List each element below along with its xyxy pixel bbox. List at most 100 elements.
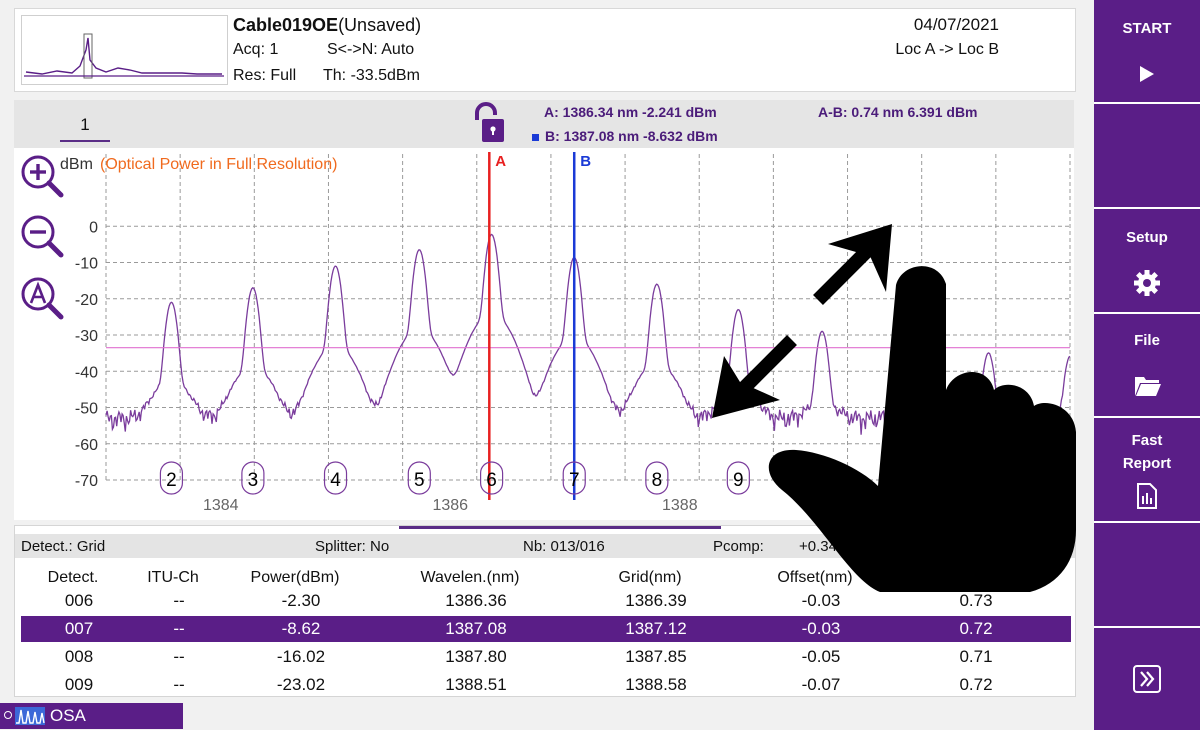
trace-tab-1[interactable]: 1: [60, 114, 110, 142]
splitter-setting: Splitter: No: [315, 538, 390, 555]
sn-setting: S<->N: Auto: [327, 41, 415, 58]
gear-icon: [1134, 270, 1160, 296]
cell-detect: 006: [64, 591, 94, 610]
col-itu-ch: ITU-Ch: [147, 569, 199, 586]
cell-power: -16.02: [276, 647, 326, 666]
cell-extra: 0.72: [959, 675, 993, 694]
start-button[interactable]: START: [1094, 0, 1200, 104]
status-indicator-icon: [4, 711, 12, 719]
channel-marker-label: 7: [569, 470, 580, 491]
cursor-a-label: A: [495, 153, 506, 170]
cursor-b-text: B: 1387.08 nm -8.632 dBm: [545, 128, 718, 144]
channel-marker: [323, 461, 348, 495]
file-button[interactable]: File: [1094, 314, 1200, 418]
blank-button-2[interactable]: [1094, 523, 1200, 628]
setup-button[interactable]: Setup: [1094, 209, 1200, 314]
table-scroll-indicator[interactable]: [399, 526, 721, 529]
channel-count: Nb: 013/016: [523, 538, 605, 555]
status-bar[interactable]: OSA: [0, 703, 183, 729]
trace-state: (Unsaved): [338, 15, 422, 35]
cursor-b-readout: B: 1387.08 nm -8.632 dBm: [532, 128, 718, 144]
cursor-a-readout: A: 1386.34 nm -2.241 dBm: [544, 104, 717, 120]
zoom-in-icon[interactable]: [18, 152, 66, 200]
y-axis-label: dBm: [60, 156, 93, 173]
cell-extra: 0.73: [959, 591, 993, 610]
table-row[interactable]: 008 -- -16.02 1387.80 1387.85 -0.05 0.71: [21, 644, 1071, 670]
channel-marker: [562, 461, 586, 495]
channel-marker: [407, 461, 431, 495]
unlock-icon[interactable]: [470, 102, 504, 144]
channel-marker-label: 6: [486, 470, 497, 491]
trace-header: Cable019OE(Unsaved) Acq: 1 S<->N: Auto R…: [14, 8, 1076, 92]
cell-detect: 007: [64, 619, 94, 638]
channel-marker: [726, 461, 750, 495]
cell-grid: 1387.85: [625, 647, 687, 666]
col-power: Power(dBm): [250, 569, 340, 586]
expand-button[interactable]: [1094, 628, 1200, 730]
blank-button-1[interactable]: [1094, 104, 1200, 209]
cell-grid: 1386.39: [625, 591, 687, 610]
channel-marker: [159, 461, 184, 495]
channel-marker: [241, 461, 265, 495]
cell-wavelen: 1388.51: [445, 675, 507, 694]
x-tick-label: 1384: [203, 497, 239, 514]
side-panel: START Setup File Fast Report: [1094, 0, 1200, 730]
x-tick-label: 1386: [432, 497, 468, 514]
cell-grid: 1387.12: [625, 619, 687, 638]
cell-wavelen: 1387.08: [445, 619, 507, 638]
channel-marker: [480, 461, 504, 495]
setup-label: Setup: [1126, 229, 1168, 246]
play-icon: [1140, 66, 1154, 82]
location-direction: Loc A -> Loc B: [895, 41, 999, 58]
trace-name: Cable019OE: [233, 15, 339, 35]
fast-report-button[interactable]: Fast Report: [1094, 418, 1200, 523]
cell-offset: -0.03: [801, 619, 841, 638]
y-tick-label: -20: [75, 292, 98, 309]
cell-extra: 0.71: [959, 647, 993, 666]
zoom-tools: [14, 148, 74, 348]
col-offset: Offset(nm): [777, 569, 853, 586]
y-tick-label: -50: [75, 401, 98, 418]
col-grid: Grid(nm): [618, 569, 682, 586]
table-header-row: Detect. ITU-Ch Power(dBm) Wavelen.(nm) G…: [15, 566, 1065, 592]
cursor-delta-readout: A-B: 0.74 nm 6.391 dBm: [818, 104, 978, 120]
cell-power: -8.62: [281, 619, 321, 638]
cell-itu: --: [173, 647, 185, 666]
y-tick-label: -40: [75, 364, 98, 381]
table-row[interactable]: 007 -- -8.62 1387.08 1387.12 -0.03 0.72: [21, 616, 1071, 642]
trace-title: Cable019OE(Unsaved): [233, 15, 421, 36]
start-label: START: [1122, 20, 1172, 37]
table-row[interactable]: 009 -- -23.02 1388.51 1388.58 -0.07 0.72: [21, 672, 1071, 698]
expand-icon: [1133, 665, 1161, 693]
acquisition-date: 04/07/2021: [913, 15, 999, 34]
chart-title: (Optical Power in Full Resolution): [100, 156, 337, 173]
channel-marker-label: 9: [733, 470, 744, 491]
cursor-b-dot: [532, 133, 539, 141]
channel-marker-label: 5: [414, 470, 425, 491]
cell-wavelen: 1386.36: [445, 591, 507, 610]
trace-thumbnail[interactable]: [21, 15, 228, 85]
channel-marker-label: 4: [330, 470, 341, 491]
channel-marker-label: 2: [166, 470, 177, 491]
y-tick-label: -60: [75, 437, 98, 454]
zoom-out-icon[interactable]: [18, 212, 66, 260]
cursor-b-label: B: [580, 153, 591, 170]
pinch-gesture-icon: [712, 224, 1076, 592]
auto-zoom-icon[interactable]: [18, 274, 66, 322]
cell-wavelen: 1387.80: [445, 647, 507, 666]
fast-report-label-1: Fast: [1131, 432, 1163, 449]
table-row[interactable]: 006 -- -2.30 1386.36 1386.39 -0.03 0.73: [21, 588, 1071, 614]
cell-detect: 009: [64, 675, 94, 694]
col-wavelength: Wavelen.(nm): [420, 569, 520, 586]
resolution: Res: Full: [233, 67, 297, 84]
osa-icon: [15, 707, 45, 725]
acq-count: Acq: 1: [233, 41, 279, 58]
cell-itu: --: [173, 619, 185, 638]
cursor-info-bar: 1 A: 1386.34 nm -2.241 dBm B: 1387.08 nm…: [14, 100, 1074, 148]
osa-label: OSA: [50, 706, 86, 725]
cell-power: -23.02: [276, 675, 326, 694]
y-tick-label: -10: [75, 256, 98, 273]
file-label: File: [1134, 332, 1160, 349]
report-icon: [1137, 483, 1157, 509]
cell-itu: --: [173, 675, 185, 694]
